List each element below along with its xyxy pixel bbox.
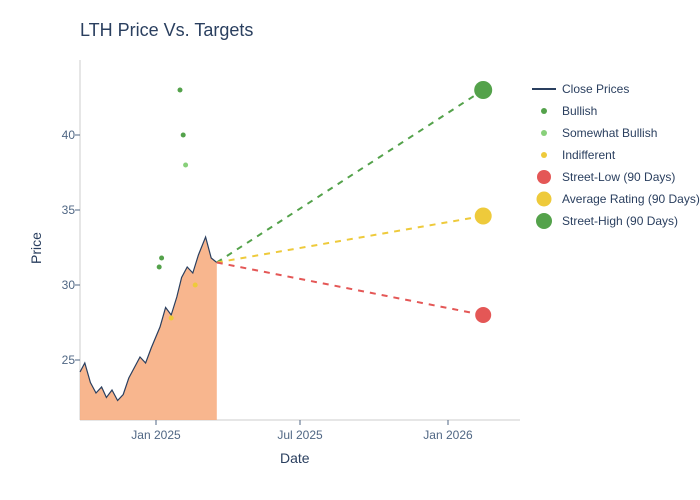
analyst-bullish	[157, 265, 162, 270]
legend-item-close[interactable]: Close Prices	[530, 80, 700, 98]
legend-label-bullish: Bullish	[562, 104, 597, 118]
legend-label-avg: Average Rating (90 Days)	[562, 192, 700, 206]
analyst-indifferent	[169, 316, 174, 321]
legend-swatch-high	[530, 213, 558, 229]
target-avg	[475, 208, 492, 225]
plot-area	[80, 60, 520, 420]
projection-low	[217, 263, 483, 316]
ytick-label: 30	[35, 278, 75, 292]
analyst-bullish	[159, 256, 164, 261]
legend-item-high[interactable]: Street-High (90 Days)	[530, 212, 700, 230]
target-low	[475, 307, 491, 323]
plot-svg	[80, 60, 520, 420]
legend-label-indifferent: Indifferent	[562, 148, 615, 162]
price-area	[80, 237, 217, 420]
legend-label-high: Street-High (90 Days)	[562, 214, 678, 228]
x-axis-label: Date	[280, 450, 310, 466]
legend-label-low: Street-Low (90 Days)	[562, 170, 675, 184]
analyst-bullish	[178, 88, 183, 93]
legend-item-avg[interactable]: Average Rating (90 Days)	[530, 190, 700, 208]
legend-swatch-avg	[530, 191, 558, 207]
chart-container: LTH Price Vs. Targets Price Date Close P…	[0, 0, 700, 500]
target-high	[474, 81, 492, 99]
legend-item-bullish[interactable]: Bullish	[530, 102, 700, 120]
analyst-indifferent	[193, 283, 198, 288]
legend-label-close: Close Prices	[562, 82, 629, 96]
analyst-somewhat_bullish	[183, 163, 188, 168]
legend-item-low[interactable]: Street-Low (90 Days)	[530, 168, 700, 186]
legend-swatch-low	[530, 169, 558, 185]
legend-item-somewhat-bullish[interactable]: Somewhat Bullish	[530, 124, 700, 142]
y-axis-label: Price	[28, 232, 44, 264]
ytick-label: 40	[35, 128, 75, 142]
xtick-label: Jan 2026	[423, 428, 472, 442]
legend-swatch-bullish	[530, 103, 558, 119]
xtick-label: Jul 2025	[277, 428, 322, 442]
legend: Close Prices Bullish Somewhat Bullish Indif…	[530, 80, 700, 234]
analyst-bullish	[181, 133, 186, 138]
legend-label-somewhat-bullish: Somewhat Bullish	[562, 126, 657, 140]
legend-swatch-indifferent	[530, 147, 558, 163]
ytick-label: 25	[35, 353, 75, 367]
legend-item-indifferent[interactable]: Indifferent	[530, 146, 700, 164]
projection-avg	[217, 216, 483, 263]
chart-title: LTH Price Vs. Targets	[80, 20, 253, 41]
legend-swatch-close	[530, 81, 558, 97]
ytick-label: 35	[35, 203, 75, 217]
legend-swatch-somewhat-bullish	[530, 125, 558, 141]
projection-high	[217, 90, 483, 263]
xtick-label: Jan 2025	[131, 428, 180, 442]
